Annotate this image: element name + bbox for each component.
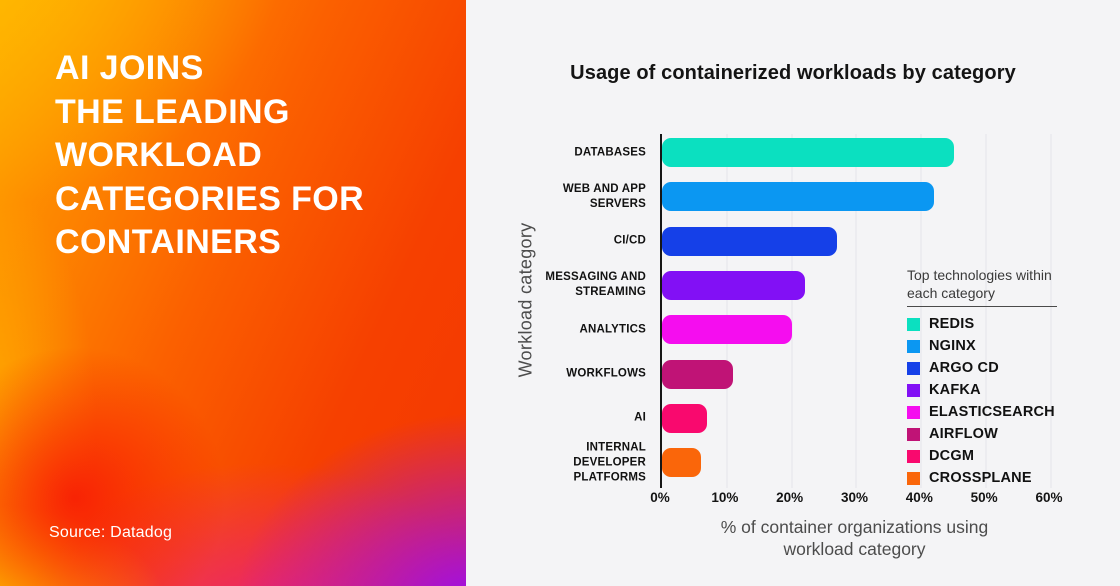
source-credit: Source: Datadog [49,524,173,541]
bar-internal-developer-platforms [662,448,701,478]
category-label-internal-developer-platforms: INTERNAL DEVELOPER PLATFORMS [573,441,646,484]
bar-ci-cd [662,226,838,256]
legend-swatch-crossplane [907,471,920,485]
legend-label-redis: REDIS [929,316,975,332]
legend-item-elasticsearch: ELASTICSEARCH [907,404,1092,420]
legend-label-crossplane: CROSSPLANE [929,470,1032,486]
x-tick-10: 10% [711,490,739,505]
legend-label-kafka: KAFKA [929,382,981,398]
x-tick-30: 30% [840,490,868,505]
legend-label-dcgm: DCGM [929,448,975,464]
legend-item-redis: REDIS [907,316,1092,332]
legend-swatch-redis [907,317,920,331]
bar-databases [662,138,954,167]
legend-item-crossplane: CROSSPLANE [907,470,1092,486]
category-label-ci-cd: CI/CD [613,234,646,247]
legend-swatch-nginx [907,339,920,353]
category-label-workflows: WORKFLOWS [566,367,646,380]
x-tick-50: 50% [970,490,998,505]
legend-items: REDIS NGINX ARGO CD KAFKA ELASTICSEARCH AIRFL… [907,316,1092,486]
left-gradient-panel: AI JOINS THE LEADING WORKLOAD CATEGORIES… [0,0,466,586]
bar-analytics [662,315,792,345]
chart-title: Usage of containerized workloads by cate… [570,62,1016,84]
legend-swatch-airflow [907,427,920,441]
category-label-ai: AI [634,411,646,424]
y-axis-label: Workload category [515,222,536,378]
gridline-20 [790,134,793,488]
category-label-analytics: ANALYTICS [579,323,646,336]
x-tick-60: 60% [1035,490,1063,505]
legend-item-airflow: AIRFLOW [907,426,1092,442]
legend-label-elasticsearch: ELASTICSEARCH [929,404,1055,420]
legend-item-dcgm: DCGM [907,448,1092,464]
gridline-40 [920,134,923,488]
legend-swatch-dcgm [907,449,920,463]
x-axis-label: % of container organizations using workl… [720,517,989,559]
legend-label-airflow: AIRFLOW [929,426,999,442]
chart-panel: Usage of containerized workloads by cate… [466,0,1120,586]
gridline-10 [725,134,728,488]
legend-item-nginx: NGINX [907,338,1092,354]
bar-web-and-app-servers [662,182,935,212]
x-tick-0: 0% [650,490,670,505]
legend: Top technologies within each category RE… [907,266,1092,493]
x-tick-40: 40% [905,490,933,505]
x-tick-20: 20% [776,490,804,505]
gridline-30 [855,134,858,488]
legend-title: Top technologies within each category [907,266,1057,307]
legend-swatch-kafka [907,383,920,397]
category-label-messaging-and-streaming: MESSAGING AND STREAMING [545,271,646,299]
legend-label-nginx: NGINX [929,338,976,354]
gridline-50 [985,134,988,488]
category-label-web-and-app-servers: WEB AND APP SERVERS [562,182,646,210]
legend-item-argo-cd: ARGO CD [907,360,1092,376]
plot-area [660,134,1052,488]
legend-label-argo-cd: ARGO CD [929,360,999,376]
bar-ai [662,403,708,433]
bar-messaging-and-streaming [662,270,805,300]
category-label-databases: DATABASES [574,146,646,158]
legend-item-kafka: KAFKA [907,382,1092,398]
category-labels: DATABASES WEB AND APP SERVERS CI/CD MESSAGI… [529,134,653,488]
bar-workflows [662,359,734,389]
x-axis-ticks: 0% 10% 20% 30% 40% 50% 60% [466,0,1120,586]
headline: AI JOINS THE LEADING WORKLOAD CATEGORIES… [55,49,365,261]
legend-swatch-argo-cd [907,361,920,375]
legend-swatch-elasticsearch [907,405,920,419]
gridline-60 [1049,134,1052,488]
